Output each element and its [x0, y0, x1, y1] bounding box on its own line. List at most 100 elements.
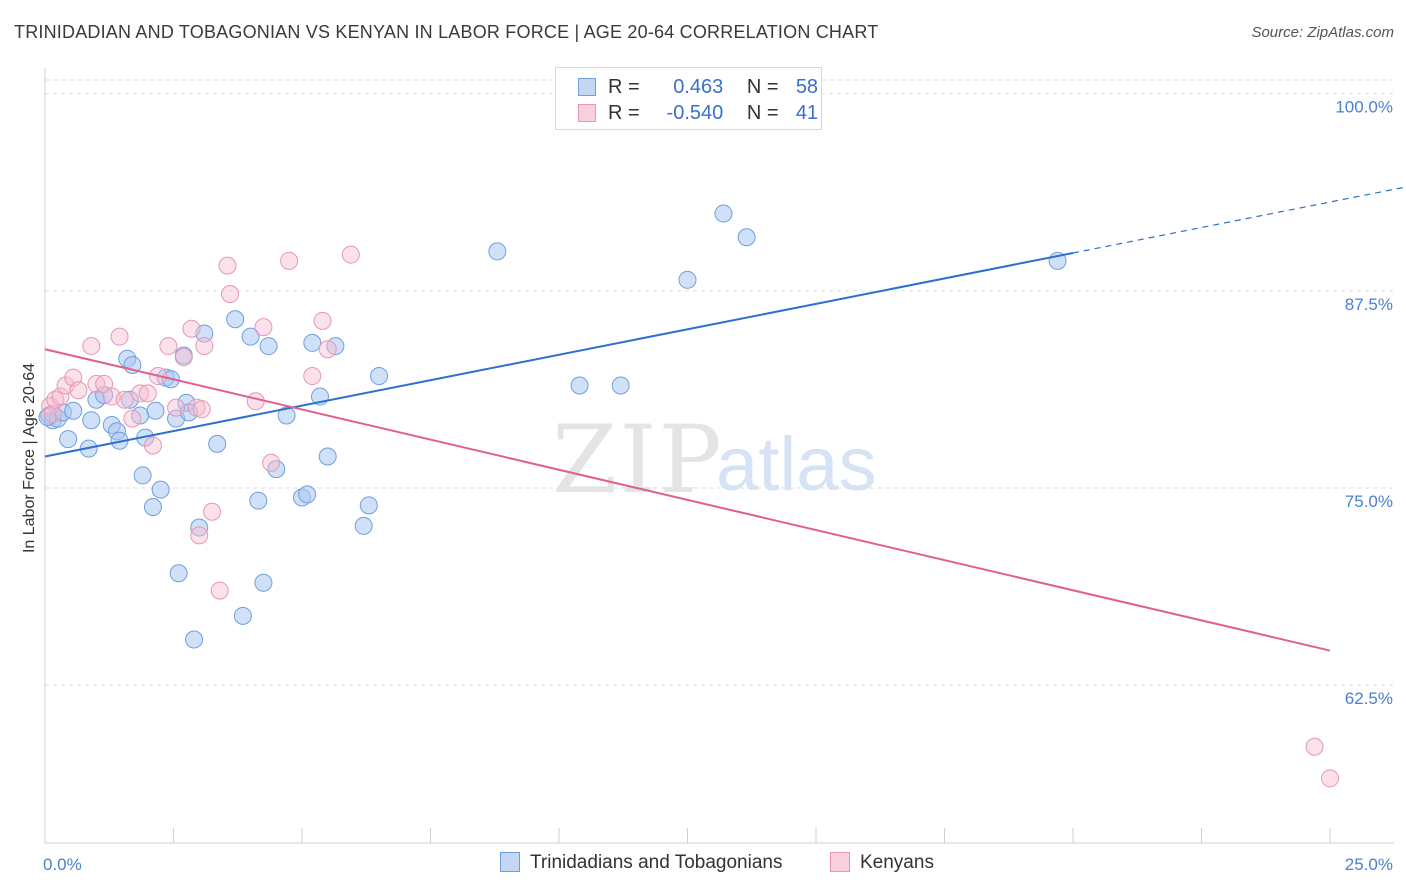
y-axis-label: In Labor Force | Age 20-64: [21, 363, 38, 553]
point-trinidadian: [714, 204, 733, 223]
point-kenyan: [218, 256, 237, 275]
point-trinidadian: [488, 242, 507, 261]
stats-legend: R = 0.463 N = 58 R = -0.540 N = 41: [555, 67, 822, 130]
point-trinidadian: [277, 406, 296, 425]
point-trinidadian: [38, 408, 57, 427]
point-kenyan: [69, 381, 88, 400]
legend-row-pink: R = -0.540 N = 41: [578, 102, 818, 126]
legend-r-value: -0.540: [666, 102, 724, 124]
point-kenyan: [182, 319, 201, 338]
grid-layer: [45, 79, 1394, 686]
point-trinidadian: [133, 466, 152, 485]
point-trinidadian: [259, 337, 278, 356]
series-name-blue: Trinidadians and Tobagonians: [530, 852, 783, 873]
point-trinidadian: [249, 491, 268, 510]
point-kenyan: [1321, 769, 1339, 788]
point-trinidadian: [146, 401, 165, 420]
point-kenyan: [159, 337, 178, 356]
legend-swatch-blue: [578, 78, 596, 96]
points-layer: [38, 83, 1339, 788]
point-trinidadian: [233, 606, 252, 625]
y-tick-label: 75.0%: [1345, 492, 1393, 511]
source-label: Source: ZipAtlas.com: [1251, 24, 1394, 41]
point-trinidadian: [169, 564, 188, 583]
point-trinidadian: [143, 497, 162, 516]
point-trinidadian: [151, 480, 170, 499]
y-tick-label: 62.5%: [1345, 689, 1393, 708]
point-kenyan: [195, 337, 214, 356]
point-trinidadian: [254, 573, 273, 592]
legend-n-label: N =: [746, 102, 779, 124]
point-kenyan: [246, 392, 265, 411]
point-kenyan: [318, 340, 337, 359]
point-kenyan: [167, 398, 186, 417]
point-kenyan: [262, 453, 281, 472]
point-kenyan: [131, 384, 150, 403]
point-trinidadian: [370, 367, 389, 386]
point-kenyan: [174, 348, 193, 367]
point-trinidadian: [611, 376, 630, 395]
point-kenyan: [254, 318, 273, 337]
point-kenyan: [221, 285, 240, 304]
point-kenyan: [138, 384, 157, 403]
point-trinidadian: [570, 376, 589, 395]
legend-r-label: R =: [608, 76, 640, 98]
point-trinidadian: [208, 434, 227, 453]
legend-n-value: 41: [795, 102, 819, 124]
series-legend-pink: Kenyans: [830, 852, 934, 874]
legend-swatch-pink: [578, 104, 596, 122]
legend-row-blue: R = 0.463 N = 58: [578, 76, 818, 100]
legend-n-value: 58: [795, 76, 819, 98]
point-trinidadian: [59, 430, 78, 449]
point-kenyan: [1305, 737, 1324, 756]
watermark: ZIP atlas: [552, 406, 877, 515]
watermark-atlas: atlas: [716, 422, 877, 507]
watermark-zip: ZIP: [552, 406, 724, 515]
series-name-pink: Kenyans: [860, 852, 934, 873]
trend-line-trinidadian-extension: [1072, 186, 1406, 254]
series-legend-blue: Trinidadians and Tobagonians: [500, 852, 782, 874]
x-tick-label: 25.0%: [1345, 855, 1393, 874]
point-kenyan: [143, 436, 162, 455]
y-tick-label: 87.5%: [1345, 295, 1393, 314]
series-swatch-pink: [830, 852, 850, 872]
point-trinidadian: [298, 485, 317, 504]
series-legend: Trinidadians and Tobagonians Kenyans: [0, 852, 1406, 878]
point-kenyan: [313, 311, 332, 330]
point-kenyan: [280, 251, 299, 270]
point-kenyan: [123, 409, 142, 428]
chart-title: TRINIDADIAN AND TOBAGONIAN VS KENYAN IN …: [14, 22, 879, 42]
point-kenyan: [341, 245, 360, 264]
point-trinidadian: [185, 630, 204, 649]
point-kenyan: [115, 390, 134, 409]
point-trinidadian: [241, 327, 260, 346]
point-kenyan: [190, 526, 209, 545]
point-trinidadian: [318, 447, 337, 466]
trend-layer: [44, 186, 1406, 652]
label-layer: 100.0% 87.5% 75.0% 62.5% 0.0% 25.0% In Labor F…: [21, 98, 1393, 874]
point-trinidadian: [190, 518, 209, 537]
point-trinidadian: [678, 270, 697, 289]
point-kenyan: [46, 390, 65, 409]
point-trinidadian: [82, 411, 101, 430]
point-trinidadian: [354, 516, 373, 535]
x-tick-label: 0.0%: [43, 855, 82, 874]
point-kenyan: [51, 387, 70, 406]
point-trinidadian: [303, 333, 322, 352]
point-kenyan: [110, 327, 129, 346]
point-kenyan: [43, 404, 62, 423]
trend-line-trinidadian: [44, 252, 1074, 458]
point-trinidadian: [120, 390, 139, 409]
point-trinidadian: [737, 228, 756, 247]
point-kenyan: [303, 367, 322, 386]
point-kenyan: [192, 400, 211, 419]
legend-r-label: R =: [608, 102, 640, 124]
point-kenyan: [87, 374, 106, 393]
trend-line-kenyan: [44, 348, 1331, 652]
point-trinidadian: [359, 496, 378, 515]
point-kenyan: [203, 502, 222, 521]
legend-n-label: N =: [746, 76, 779, 98]
point-kenyan: [82, 337, 101, 356]
legend-r-value: 0.463: [673, 76, 724, 98]
